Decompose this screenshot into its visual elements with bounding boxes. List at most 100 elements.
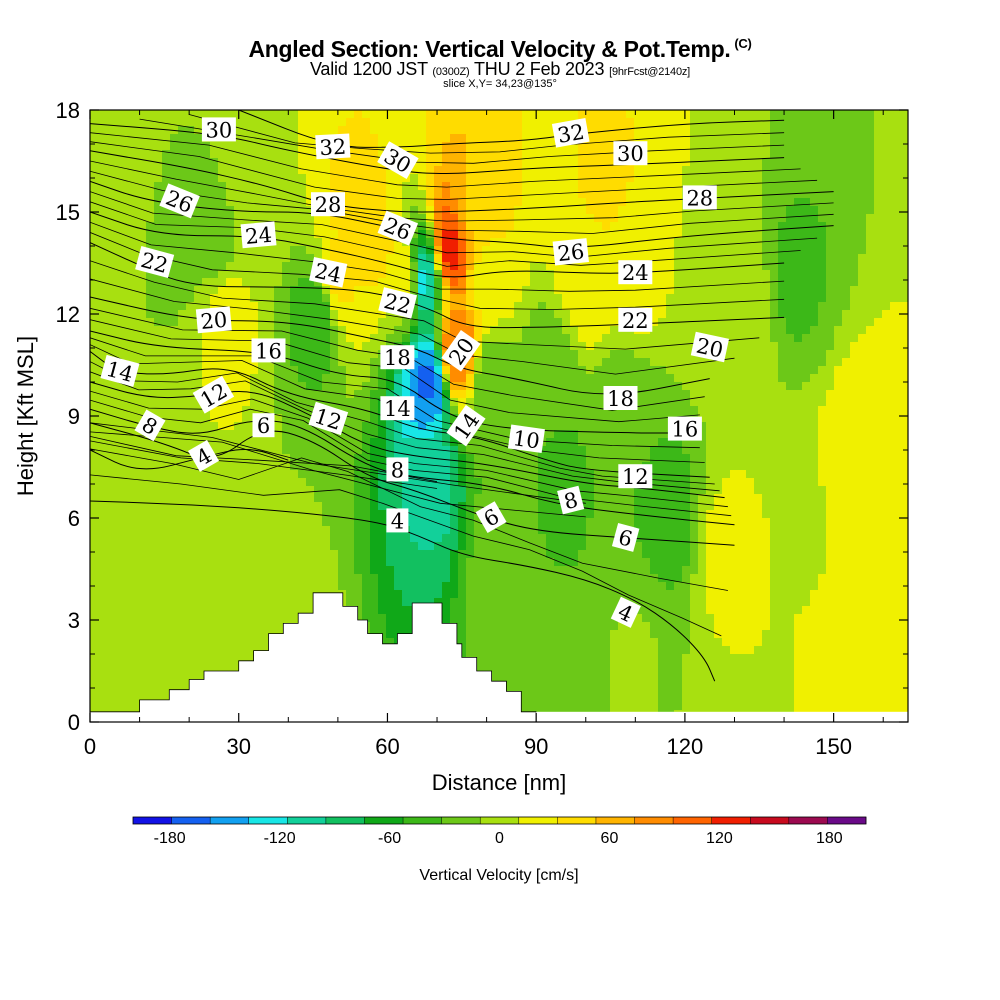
field-cell <box>114 702 123 711</box>
field-cell <box>170 582 179 591</box>
field-cell <box>314 110 323 119</box>
field-cell <box>90 654 99 663</box>
field-cell <box>458 310 467 319</box>
field-cell <box>490 622 499 631</box>
field-cell <box>602 446 611 455</box>
field-cell <box>578 486 587 495</box>
field-cell <box>562 558 571 567</box>
field-cell <box>450 294 459 303</box>
field-cell <box>546 206 555 215</box>
field-cell <box>290 366 299 375</box>
field-cell <box>506 398 515 407</box>
field-cell <box>594 574 603 583</box>
field-cell <box>226 598 235 607</box>
field-cell <box>538 630 547 639</box>
field-cell <box>170 262 179 271</box>
field-cell <box>426 558 435 567</box>
field-cell <box>122 486 131 495</box>
field-cell <box>274 126 283 135</box>
field-cell <box>570 374 579 383</box>
field-cell <box>394 382 403 391</box>
field-cell <box>506 278 515 287</box>
field-cell <box>314 446 323 455</box>
field-cell <box>506 502 515 511</box>
field-cell <box>602 486 611 495</box>
field-cell <box>530 302 539 311</box>
field-cell <box>306 582 315 591</box>
field-cell <box>242 630 251 639</box>
field-cell <box>266 278 275 287</box>
field-cell <box>362 574 371 583</box>
field-cell <box>450 278 459 287</box>
field-cell <box>314 286 323 295</box>
field-cell <box>538 614 547 623</box>
field-cell <box>578 462 587 471</box>
field-cell <box>514 614 523 623</box>
field-cell <box>338 238 347 247</box>
field-cell <box>218 358 227 367</box>
field-cell <box>298 398 307 407</box>
field-cell <box>474 430 483 439</box>
field-cell <box>522 590 531 599</box>
field-cell <box>234 198 243 207</box>
field-cell <box>258 214 267 223</box>
field-cell <box>426 526 435 535</box>
field-cell <box>194 502 203 511</box>
field-cell <box>586 158 595 167</box>
field-cell <box>162 534 171 543</box>
field-cell <box>122 206 131 215</box>
field-cell <box>434 502 443 511</box>
field-cell <box>314 502 323 511</box>
field-cell <box>514 110 523 119</box>
field-cell <box>122 654 131 663</box>
field-cell <box>490 342 499 351</box>
field-cell <box>522 638 531 647</box>
field-cell <box>114 318 123 327</box>
field-cell <box>130 422 139 431</box>
field-cell <box>570 198 579 207</box>
field-cell <box>274 438 283 447</box>
field-cell <box>490 590 499 599</box>
field-cell <box>306 574 315 583</box>
field-cell <box>226 214 235 223</box>
field-cell <box>258 566 267 575</box>
field-cell <box>298 294 307 303</box>
field-cell <box>114 182 123 191</box>
field-cell <box>546 278 555 287</box>
field-cell <box>570 302 579 311</box>
field-cell <box>570 334 579 343</box>
field-cell <box>474 574 483 583</box>
field-cell <box>114 518 123 527</box>
field-cell <box>562 206 571 215</box>
field-cell <box>482 438 491 447</box>
field-cell <box>514 126 523 135</box>
field-cell <box>258 382 267 391</box>
field-cell <box>106 478 115 487</box>
field-cell <box>586 430 595 439</box>
field-cell <box>362 222 371 231</box>
field-cell <box>162 126 171 135</box>
field-cell <box>122 590 131 599</box>
field-cell <box>170 302 179 311</box>
field-cell <box>370 598 379 607</box>
field-cell <box>154 406 163 415</box>
field-cell <box>330 430 339 439</box>
field-cell <box>314 214 323 223</box>
field-cell <box>258 454 267 463</box>
field-cell <box>98 222 107 231</box>
field-cell <box>322 462 331 471</box>
field-cell <box>162 542 171 551</box>
field-cell <box>386 278 395 287</box>
field-cell <box>122 478 131 487</box>
field-cell <box>554 190 563 199</box>
field-cell <box>106 430 115 439</box>
field-cell <box>210 302 219 311</box>
field-cell <box>538 702 547 711</box>
field-cell <box>514 182 523 191</box>
field-cell <box>322 526 331 535</box>
field-cell <box>554 286 563 295</box>
field-cell <box>306 158 315 167</box>
field-cell <box>562 662 571 671</box>
field-cell <box>170 494 179 503</box>
field-cell <box>194 118 203 127</box>
